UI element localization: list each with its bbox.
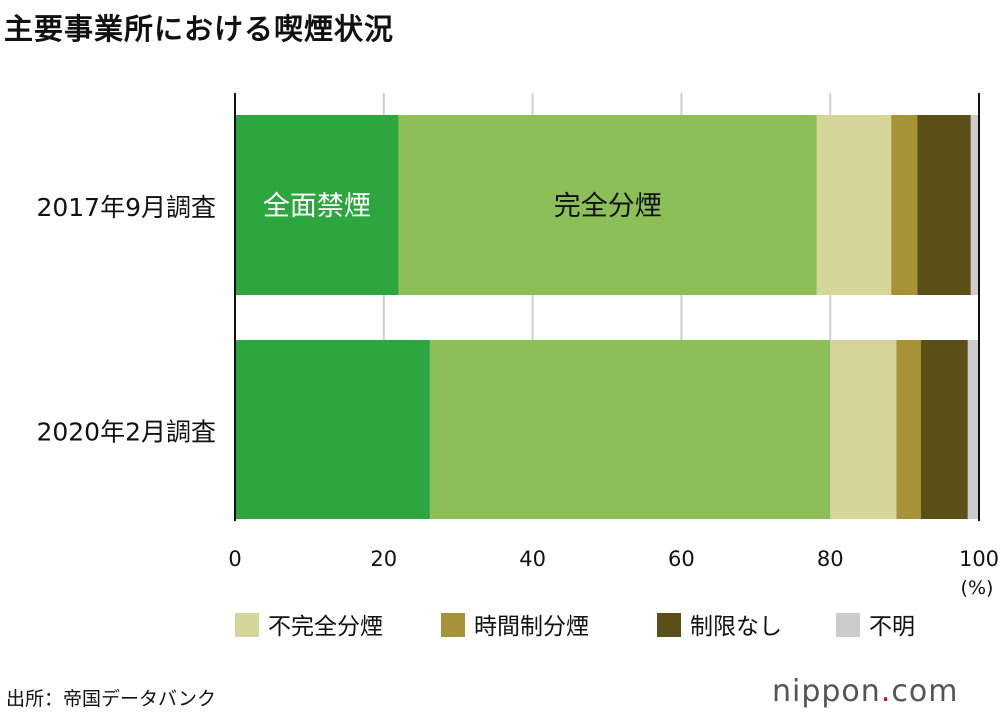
bar-segment bbox=[967, 340, 979, 519]
category-label: 2020年2月調査 bbox=[36, 418, 216, 447]
x-tick-label: 60 bbox=[668, 547, 695, 571]
source-note: 出所：帝国データバンク bbox=[6, 688, 216, 710]
x-unit-label: (%) bbox=[961, 577, 994, 599]
x-tick-label: 80 bbox=[817, 547, 844, 571]
bar-segment bbox=[235, 115, 399, 295]
bar-segment bbox=[816, 115, 892, 295]
bar-segment bbox=[891, 115, 918, 295]
legend-swatch bbox=[836, 613, 860, 637]
bar-inline-label: 完全分煙 bbox=[554, 191, 662, 222]
bar-segment bbox=[896, 340, 921, 519]
bar-inline-label: 全面禁煙 bbox=[263, 191, 371, 222]
x-tick-label: 20 bbox=[370, 547, 397, 571]
legend-label: 不完全分煙 bbox=[268, 614, 383, 640]
bar-segment bbox=[830, 340, 897, 519]
legend-swatch bbox=[441, 613, 465, 637]
logo-text: nippon bbox=[772, 674, 881, 709]
x-tick-label: 100 bbox=[959, 547, 999, 571]
logo-suffix: com bbox=[891, 674, 959, 709]
category-label: 2017年9月調査 bbox=[36, 193, 216, 222]
legend-label: 不明 bbox=[869, 614, 915, 640]
bar-segment bbox=[429, 340, 831, 519]
x-tick-label: 40 bbox=[519, 547, 546, 571]
nippon-logo: nippon.com bbox=[772, 674, 958, 709]
logo-dot: . bbox=[880, 674, 892, 709]
bar-segment bbox=[235, 340, 430, 519]
bar-segment bbox=[970, 115, 979, 295]
legend-label: 時間制分煙 bbox=[474, 614, 589, 640]
legend-swatch bbox=[657, 613, 681, 637]
bar-segment bbox=[917, 115, 971, 295]
legend-swatch bbox=[235, 613, 259, 637]
bar-segment bbox=[920, 340, 968, 519]
chart-title: 主要事業所における喫煙状況 bbox=[4, 12, 395, 46]
bar-segment bbox=[398, 115, 817, 295]
legend-label: 制限なし bbox=[690, 614, 782, 640]
x-tick-label: 0 bbox=[228, 547, 241, 571]
